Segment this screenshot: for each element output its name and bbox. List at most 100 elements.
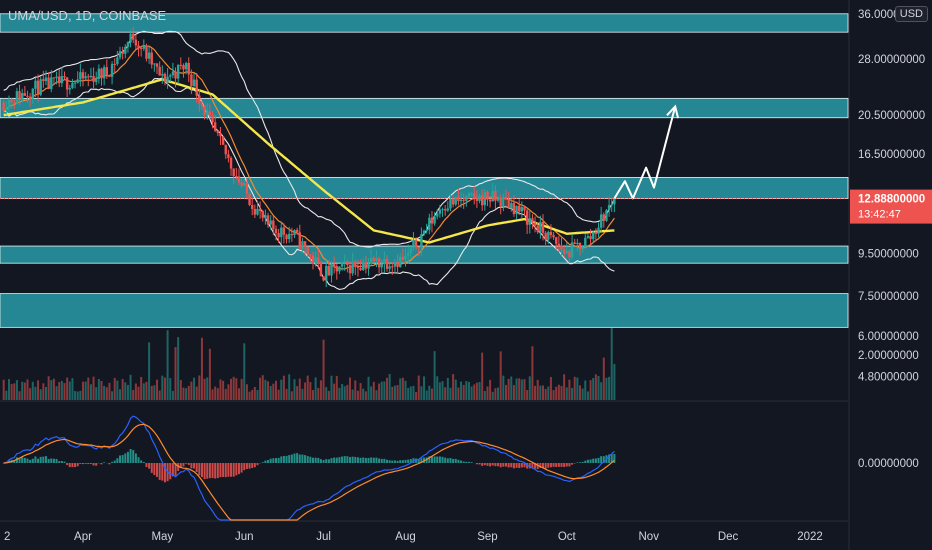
candle-body xyxy=(547,231,550,240)
candle-body xyxy=(158,66,161,76)
volume-bar xyxy=(222,380,225,400)
candle-body xyxy=(480,195,484,206)
macd-histogram-bar xyxy=(613,453,616,463)
volume-bar xyxy=(552,390,555,400)
candle-body xyxy=(47,77,50,90)
currency-button[interactable]: USD xyxy=(894,6,928,22)
macd-histogram-bar xyxy=(349,457,352,463)
macd-histogram-bar xyxy=(528,463,531,469)
volume-bar xyxy=(251,389,254,400)
candle-body xyxy=(293,229,296,236)
candle-body xyxy=(55,76,58,79)
macd-histogram-bar xyxy=(132,450,135,463)
macd-histogram-bar xyxy=(50,458,53,463)
macd-histogram-bar xyxy=(438,456,441,463)
candle-body xyxy=(150,52,153,65)
volume-bar xyxy=(494,388,497,400)
macd-histogram-bar xyxy=(211,463,214,479)
volume-bar xyxy=(327,390,330,400)
volume-bar xyxy=(549,377,552,400)
volume-bar xyxy=(362,388,365,400)
macd-histogram-bar xyxy=(367,457,370,463)
candle-body xyxy=(272,220,275,229)
candle-body xyxy=(446,208,450,211)
candle-body xyxy=(58,76,61,84)
candle-body xyxy=(253,208,257,215)
volume-bar xyxy=(325,387,328,400)
volume-bar xyxy=(185,388,188,400)
volume-bar xyxy=(518,378,521,400)
volume-bar xyxy=(105,387,108,400)
candle-body xyxy=(232,168,235,177)
volume-bar xyxy=(404,380,407,400)
volume-bar xyxy=(256,389,259,400)
macd-histogram-bar xyxy=(116,458,119,463)
macd-histogram-bar xyxy=(126,451,129,463)
candle-body xyxy=(314,257,317,264)
volume-bar xyxy=(171,390,174,400)
candle-body xyxy=(404,255,407,260)
macd-histogram-bar xyxy=(237,463,240,475)
macd-histogram-bar xyxy=(66,463,69,466)
macd-histogram-bar xyxy=(74,463,77,468)
volume-bar xyxy=(87,377,90,400)
volume-bar xyxy=(121,379,124,400)
candle-body xyxy=(581,246,584,250)
volume-bar xyxy=(179,380,182,400)
candle-body xyxy=(330,263,333,276)
volume-bar xyxy=(169,378,172,400)
time-axis-label: Apr xyxy=(74,531,92,543)
volume-bar xyxy=(341,384,344,400)
bollinger-upper-band xyxy=(3,30,615,248)
macd-histogram-bar xyxy=(285,455,288,463)
last-price-value: 12.88800000 xyxy=(858,194,925,206)
candle-body xyxy=(240,182,243,186)
volume-bar xyxy=(232,376,235,400)
macd-histogram-bar xyxy=(296,453,299,463)
volume-bar xyxy=(63,383,66,400)
volume-bar xyxy=(317,387,320,400)
volume-bar xyxy=(438,382,441,400)
candle-body xyxy=(475,197,479,201)
macd-histogram-bar xyxy=(195,463,198,473)
candle-body xyxy=(346,261,349,266)
candle-body xyxy=(224,144,227,155)
volume-bar xyxy=(156,379,159,400)
macd-histogram-bar xyxy=(261,462,264,463)
volume-bar xyxy=(589,380,592,400)
volume-bar xyxy=(563,374,566,400)
volume-bar xyxy=(100,380,103,400)
macd-histogram-bar xyxy=(21,457,24,463)
macd-histogram-bar xyxy=(89,463,92,464)
macd-histogram-bar xyxy=(372,457,375,463)
candle-body xyxy=(163,73,167,82)
volume-bar xyxy=(467,381,470,400)
macd-histogram-bar xyxy=(401,460,404,463)
volume-bar xyxy=(399,378,402,400)
macd-histogram-bar xyxy=(224,463,227,478)
volume-bar xyxy=(349,377,352,400)
macd-histogram-bar xyxy=(325,459,328,463)
volume-bar xyxy=(23,382,26,400)
volume-bar xyxy=(319,380,322,400)
volume-bar xyxy=(401,377,404,400)
macd-histogram-bar xyxy=(478,463,481,465)
macd-histogram-bar xyxy=(129,449,132,463)
time-axis-label: Sep xyxy=(477,531,497,543)
macd-histogram-bar xyxy=(216,463,219,479)
volume-bar xyxy=(42,383,45,400)
candle-body xyxy=(121,51,124,54)
candle-body xyxy=(362,262,365,271)
candle-body xyxy=(102,67,106,79)
macd-histogram-bar xyxy=(230,463,233,477)
candle-body xyxy=(377,258,381,268)
candle-body xyxy=(507,199,510,209)
volume-bar xyxy=(383,381,386,400)
candle-body xyxy=(573,242,576,245)
candle-body xyxy=(406,252,410,256)
macd-histogram-bar xyxy=(523,463,526,468)
candle-body xyxy=(367,263,370,269)
macd-histogram-bar xyxy=(282,455,285,463)
macd-histogram-bar xyxy=(240,463,243,473)
